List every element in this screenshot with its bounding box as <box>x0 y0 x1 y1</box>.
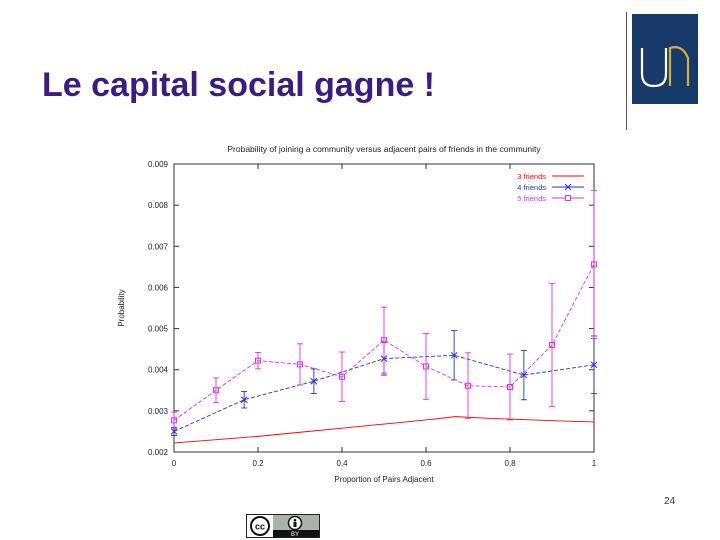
data-point <box>381 337 387 344</box>
x-tick-label: 1 <box>592 459 597 468</box>
svg-text:cc: cc <box>255 522 265 532</box>
y-tick-label: 0.009 <box>148 160 169 169</box>
data-point <box>507 383 513 390</box>
series-2 <box>171 189 597 429</box>
badge-text: BY <box>291 532 299 537</box>
data-point <box>590 361 598 369</box>
legend-label: 5 friends <box>517 194 546 203</box>
series-line <box>173 416 595 444</box>
y-axis-label: Probability <box>117 289 126 326</box>
data-point <box>240 396 248 404</box>
page-number: 24 <box>664 496 676 507</box>
y-tick-label: 0.002 <box>148 448 169 457</box>
attribution-icon <box>287 515 303 531</box>
x-tick-label: 0 <box>172 459 177 468</box>
university-logo-mark <box>640 46 690 88</box>
series-line <box>173 264 595 421</box>
y-tick-label: 0.006 <box>148 283 169 292</box>
data-point <box>255 357 261 364</box>
x-tick-label: 0.6 <box>420 459 432 468</box>
badge-text-strip <box>273 530 319 537</box>
x-tick-label: 0.4 <box>336 459 348 468</box>
chart: Probability of joining a community versu… <box>110 138 620 488</box>
y-tick-label: 0.003 <box>148 407 169 416</box>
x-tick-label: 0.2 <box>252 459 264 468</box>
data-point <box>297 361 303 368</box>
cc-icon: cc <box>250 516 270 536</box>
legend-marker <box>564 183 572 191</box>
legend-label: 3 friends <box>517 172 546 181</box>
logo-divider <box>626 12 627 130</box>
data-point <box>591 261 597 268</box>
data-point <box>520 371 528 379</box>
y-tick-label: 0.005 <box>148 325 169 334</box>
university-logo <box>632 14 698 104</box>
data-point <box>339 373 345 380</box>
y-tick-label: 0.008 <box>148 201 169 210</box>
data-point <box>465 382 471 389</box>
chart-title: Probability of joining a community versu… <box>227 144 541 154</box>
legend-label: 4 friends <box>517 183 546 192</box>
slide-title: Le capital social gagne ! <box>42 66 436 104</box>
legend-marker <box>565 195 571 201</box>
data-point <box>171 417 177 424</box>
x-axis-label: Proportion of Pairs Adjacent <box>334 475 434 484</box>
chart-svg: Probability of joining a community versu… <box>117 144 598 484</box>
license-badge[interactable]: cc BY <box>246 514 320 538</box>
data-point <box>170 428 178 435</box>
data-point <box>450 351 458 359</box>
data-point <box>213 387 219 394</box>
data-point <box>549 342 555 349</box>
x-tick-label: 0.8 <box>504 459 516 468</box>
y-tick-label: 0.007 <box>148 242 169 251</box>
data-point <box>423 363 429 370</box>
y-tick-label: 0.004 <box>148 366 169 375</box>
series-0 <box>173 416 595 444</box>
data-point <box>310 377 318 385</box>
